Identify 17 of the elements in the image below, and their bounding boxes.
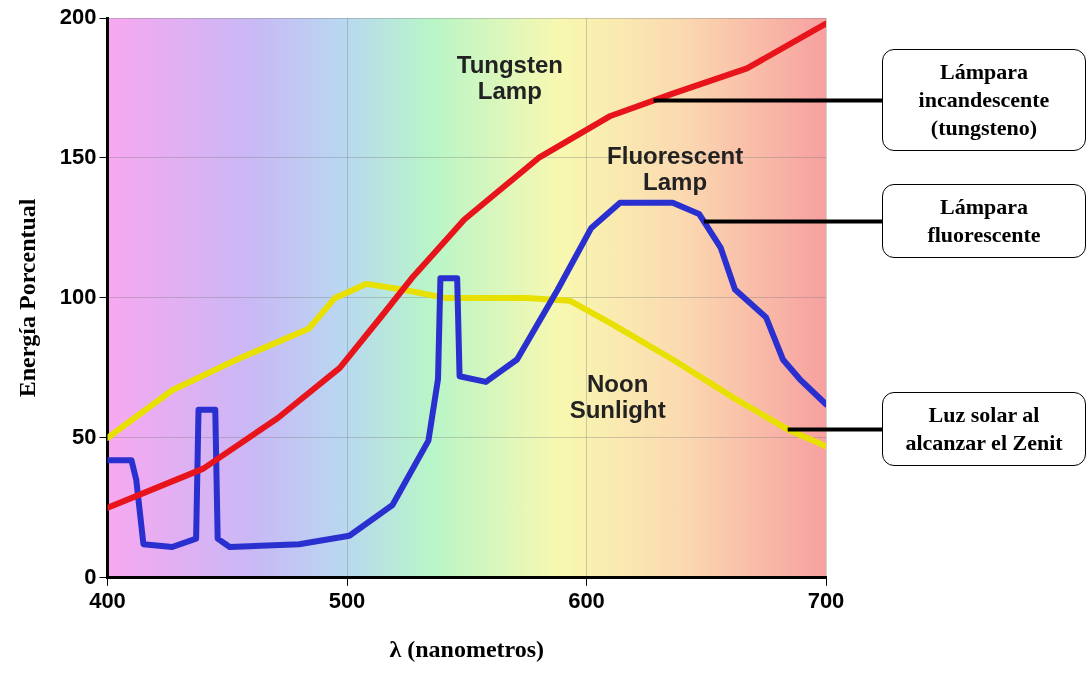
x-tick-label: 500 xyxy=(328,588,366,614)
series-label: Tungsten Lamp xyxy=(456,51,563,105)
text: Lámpara fluorescente xyxy=(882,184,1086,259)
y-tick-label: 100 xyxy=(59,283,97,309)
y-tick-label: 200 xyxy=(59,4,97,30)
y-tick-label: 0 xyxy=(84,563,97,589)
text: Lámpara incandescente (tungsteno) xyxy=(882,49,1086,152)
x-tick-label: 700 xyxy=(807,588,845,614)
y-tick-label: 150 xyxy=(59,144,97,170)
x-tick-label: 400 xyxy=(89,588,126,614)
y-tick-label: 50 xyxy=(72,423,97,449)
series-label: Fluorescent Lamp xyxy=(607,141,744,195)
x-tick-label: 600 xyxy=(568,588,605,614)
x-axis-title: λ (nanometros) xyxy=(389,635,545,662)
y-axis-title: Energía Porcentual xyxy=(13,198,40,398)
annotation: Luz solar al alcanzar el Zenit xyxy=(882,392,1086,467)
series-label: Noon Sunlight xyxy=(569,370,666,424)
